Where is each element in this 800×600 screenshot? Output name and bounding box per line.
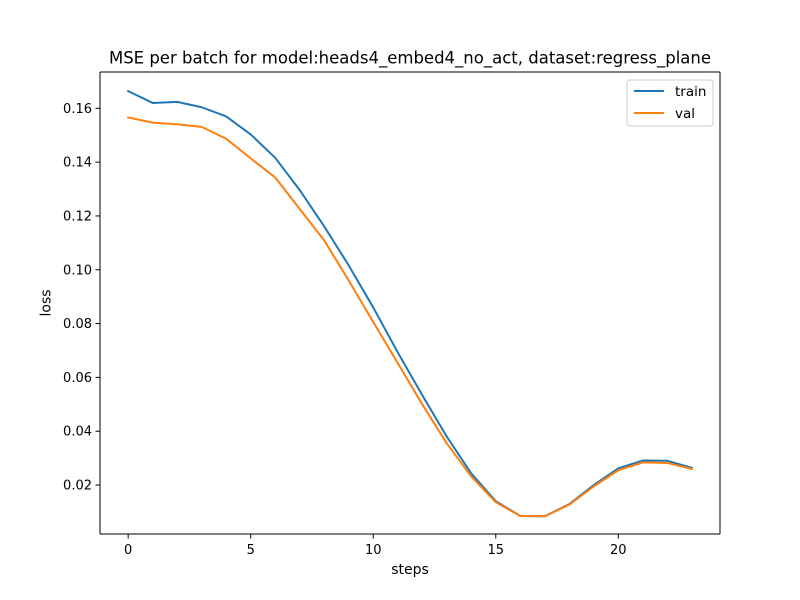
- series-layer: [126, 89, 694, 518]
- x-tick-label: 15: [487, 543, 504, 558]
- y-tick-label: 0.10: [63, 263, 92, 278]
- x-axis-title: steps: [391, 562, 429, 578]
- legend-items: train val: [634, 84, 706, 122]
- x-tick-label: 10: [365, 543, 382, 558]
- legend-label-val: val: [675, 106, 695, 122]
- plot-area: [100, 72, 720, 534]
- x-tick-label: 5: [247, 543, 255, 558]
- legend-label-train: train: [675, 84, 706, 100]
- plot-frame: [100, 72, 720, 534]
- y-tick-label: 0.06: [63, 371, 92, 386]
- x-axis-ticks: 0 5 10 15 20: [124, 534, 627, 558]
- y-axis-title: loss: [39, 289, 55, 316]
- x-tick-label: 0: [124, 543, 132, 558]
- x-tick-label: 20: [610, 543, 627, 558]
- series-line-train: [126, 89, 694, 518]
- series-line-val: [126, 116, 694, 518]
- y-axis-ticks: 0.02 0.04 0.06 0.08 0.10 0.12 0.14 0.16: [63, 102, 100, 494]
- y-tick-label: 0.02: [63, 479, 92, 494]
- chart-title: MSE per batch for model:heads4_embed4_no…: [109, 49, 711, 69]
- y-tick-label: 0.14: [63, 156, 92, 171]
- axes-layer: [99, 71, 721, 535]
- y-tick-label: 0.12: [63, 209, 92, 224]
- y-tick-label: 0.16: [63, 102, 92, 117]
- y-tick-label: 0.08: [63, 317, 92, 332]
- y-tick-label: 0.04: [63, 425, 92, 440]
- legend: train val: [626, 79, 714, 127]
